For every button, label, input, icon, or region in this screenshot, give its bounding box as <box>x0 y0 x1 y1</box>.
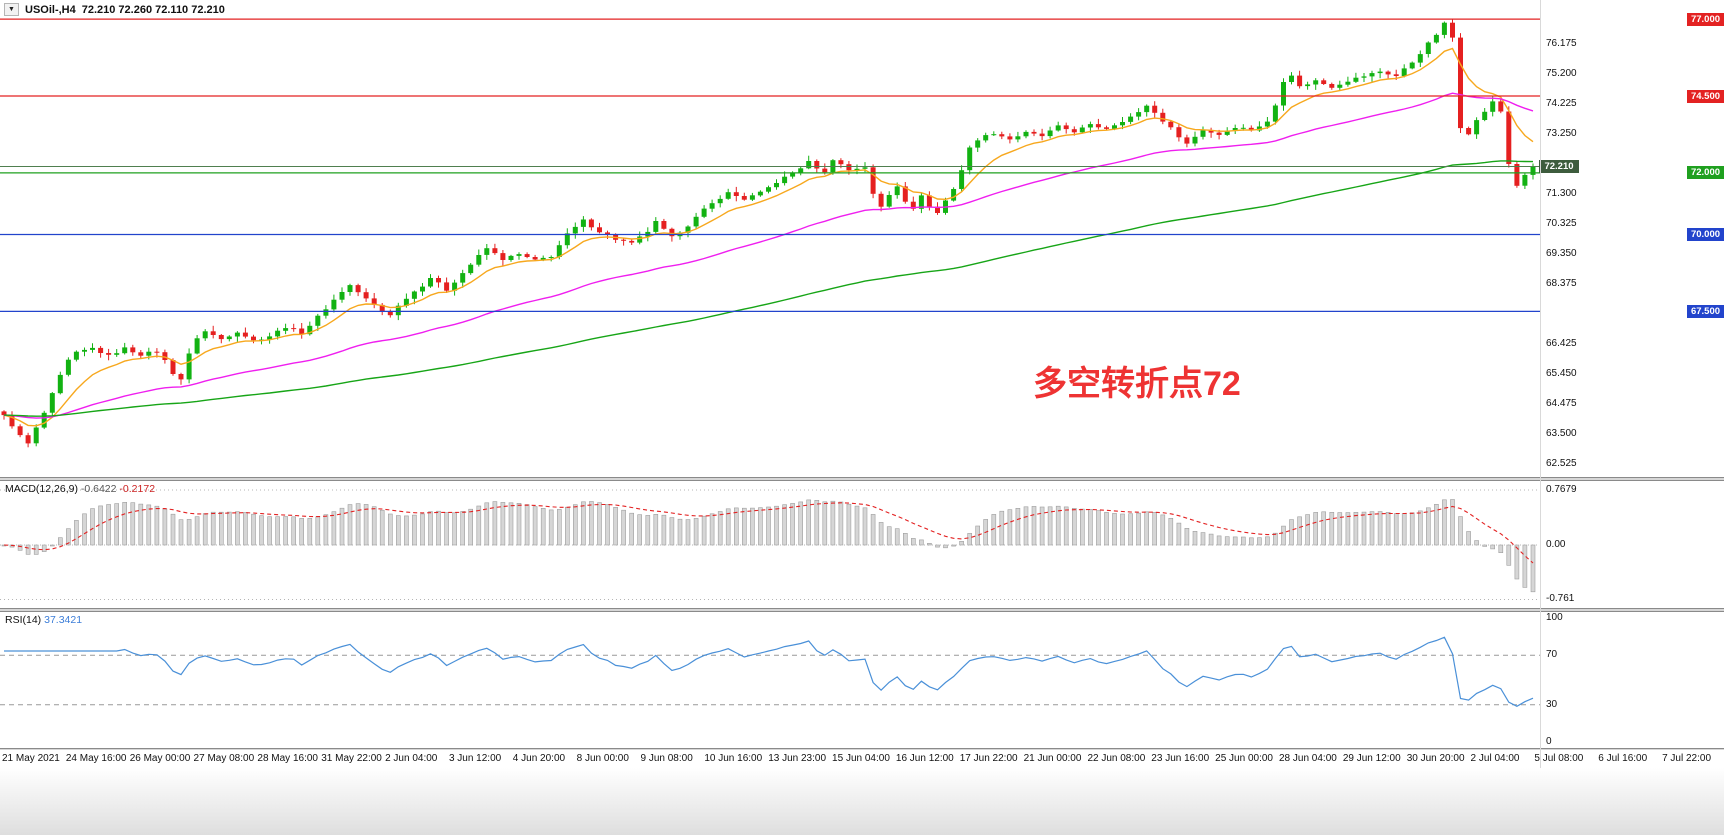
macd-signal-value: -0.2172 <box>119 483 156 495</box>
time-axis-label: 28 May 16:00 <box>257 753 318 764</box>
rsi-line <box>4 636 1534 707</box>
rsi-level-lines <box>0 654 1540 706</box>
chart-header: ▼ USOil-,H4 72.210 72.260 72.110 72.210 <box>4 3 225 16</box>
macd-signal-line <box>3 502 1534 564</box>
time-axis-label: 13 Jun 23:00 <box>768 753 827 764</box>
ohlc-values-label: 72.210 72.260 72.110 72.210 <box>81 3 225 16</box>
time-axis-label: 25 Jun 00:00 <box>1215 753 1273 764</box>
price-chart-panel[interactable]: ▼ USOil-,H4 72.210 72.260 72.110 72.210 … <box>0 0 1724 477</box>
time-axis-label: 26 May 00:00 <box>129 753 191 764</box>
time-axis-label: 8 Jun 00:00 <box>576 753 629 764</box>
time-axis-label: 30 Jun 20:00 <box>1406 753 1465 764</box>
time-axis-label: 2 Jul 04:00 <box>1470 753 1520 764</box>
time-axis-label: 7 Jul 22:00 <box>1662 753 1712 764</box>
macd-panel[interactable]: MACD(12,26,9) -0.6422 -0.2172 0.7679 0.00… <box>0 481 1724 608</box>
time-axis-label: 6 Jul 16:00 <box>1598 753 1648 764</box>
macd-name: MACD(12,26,9) <box>5 483 78 495</box>
time-axis-label: 21 May 2021 <box>2 753 60 764</box>
macd-label: MACD(12,26,9) -0.6422 -0.2172 <box>5 483 155 495</box>
time-axis-label: 29 Jun 12:00 <box>1342 753 1401 764</box>
macd-histogram <box>1 499 1536 593</box>
axis-divider <box>1540 0 1541 768</box>
time-axis-label: 22 Jun 08:00 <box>1087 753 1146 764</box>
macd-main-value: -0.6422 <box>80 483 117 495</box>
panel-separator[interactable] <box>0 748 1724 750</box>
time-axis: 21 May 2021 24 May 16:00 26 May 00:00 27 Ma… <box>0 750 1724 768</box>
time-axis-label: 31 May 22:00 <box>321 753 382 764</box>
rsi-panel[interactable]: RSI(14) 37.3421 100 70 30 0 <box>0 612 1724 748</box>
candlestick-chart-surface[interactable] <box>0 0 1724 477</box>
candles-group <box>1 19 1536 448</box>
rsi-label: RSI(14) 37.3421 <box>5 614 82 626</box>
rsi-value: 37.3421 <box>44 614 83 626</box>
ma-mid-line <box>3 92 1534 419</box>
macd-level-lines <box>0 489 1540 600</box>
time-axis-label: 2 Jun 04:00 <box>385 753 438 764</box>
panel-separator[interactable] <box>0 477 1724 481</box>
rsi-chart-surface[interactable] <box>0 612 1724 748</box>
time-axis-label: 5 Jul 08:00 <box>1534 753 1584 764</box>
time-axis-label: 27 May 08:00 <box>193 753 255 764</box>
time-axis-label: 9 Jun 08:00 <box>640 753 693 764</box>
time-axis-label: 10 Jun 16:00 <box>704 753 763 764</box>
time-axis-label: 28 Jun 04:00 <box>1279 753 1337 764</box>
footer-area <box>0 768 1724 835</box>
time-axis-label: 4 Jun 20:00 <box>512 753 566 764</box>
time-axis-label: 21 Jun 00:00 <box>1023 753 1082 764</box>
ma-slow-line <box>3 160 1534 417</box>
time-axis-label: 16 Jun 12:00 <box>895 753 954 764</box>
rsi-name: RSI(14) <box>5 614 42 626</box>
panel-separator[interactable] <box>0 608 1724 612</box>
macd-chart-surface[interactable] <box>0 481 1724 608</box>
annotation-text: 多空转折点72 <box>1033 365 1241 403</box>
time-axis-label: 24 May 16:00 <box>65 753 127 764</box>
time-axis-label: 3 Jun 12:00 <box>448 753 502 764</box>
time-axis-label: 15 Jun 04:00 <box>832 753 890 764</box>
symbol-timeframe-label: USOil-,H4 <box>25 3 76 16</box>
time-axis-label: 23 Jun 16:00 <box>1151 753 1210 764</box>
symbol-dropdown-button[interactable]: ▼ <box>4 3 19 16</box>
ma-fast-line <box>3 47 1534 427</box>
time-axis-label: 17 Jun 22:00 <box>959 753 1018 764</box>
